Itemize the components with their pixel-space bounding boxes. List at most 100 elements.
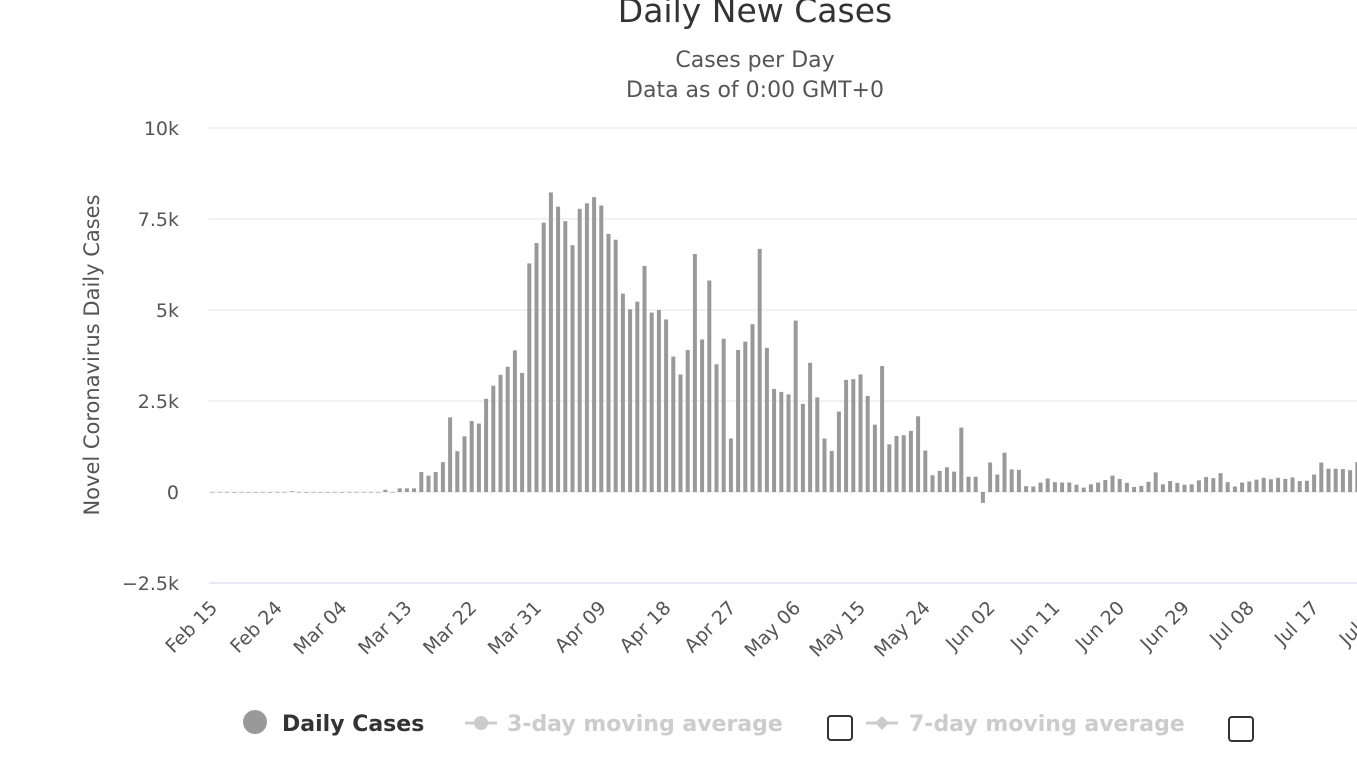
bar[interactable] <box>808 362 813 492</box>
bar[interactable] <box>606 233 611 493</box>
bar[interactable] <box>1247 481 1252 492</box>
bar[interactable] <box>1081 487 1086 492</box>
bar[interactable] <box>887 444 892 492</box>
bar[interactable] <box>239 492 244 493</box>
bar[interactable] <box>1240 482 1245 492</box>
legend-item-daily-cases[interactable]: Daily Cases <box>243 710 424 737</box>
bar[interactable] <box>959 427 964 492</box>
bar[interactable] <box>390 492 395 493</box>
bar[interactable] <box>397 488 402 492</box>
bar[interactable] <box>901 435 906 492</box>
bar[interactable] <box>412 488 417 492</box>
bar[interactable] <box>1261 477 1266 492</box>
bar[interactable] <box>520 372 525 492</box>
bar[interactable] <box>505 366 510 492</box>
bar[interactable] <box>404 488 409 492</box>
bar[interactable] <box>923 450 928 493</box>
bar[interactable] <box>325 492 330 493</box>
bar[interactable] <box>448 417 453 492</box>
legend-item-7-day-moving-average[interactable]: 7-day moving average <box>866 712 1185 737</box>
bar[interactable] <box>707 280 712 492</box>
bar[interactable] <box>512 350 517 492</box>
bar[interactable] <box>685 350 690 492</box>
bar[interactable] <box>1175 482 1180 492</box>
bar[interactable] <box>368 492 373 493</box>
bar[interactable] <box>664 319 669 492</box>
bar[interactable] <box>289 491 294 492</box>
bar[interactable] <box>721 338 726 492</box>
bar[interactable] <box>764 347 769 492</box>
bar[interactable] <box>304 492 309 493</box>
bar[interactable] <box>1031 486 1036 492</box>
bar[interactable] <box>275 492 280 493</box>
bar[interactable] <box>1045 478 1050 492</box>
bar[interactable] <box>311 492 316 493</box>
bar[interactable] <box>1297 481 1302 492</box>
bar[interactable] <box>1074 484 1079 492</box>
bar[interactable] <box>426 475 431 492</box>
bar[interactable] <box>1096 482 1101 492</box>
bar[interactable] <box>995 474 1000 492</box>
bar[interactable] <box>599 205 604 492</box>
bar[interactable] <box>966 476 971 492</box>
bar[interactable] <box>1225 482 1230 492</box>
bar[interactable] <box>354 492 359 493</box>
bar[interactable] <box>1103 479 1108 492</box>
bar[interactable] <box>772 388 777 492</box>
bar[interactable] <box>786 394 791 492</box>
bar[interactable] <box>1204 477 1209 492</box>
bar[interactable] <box>880 366 885 492</box>
bar[interactable] <box>1319 462 1324 492</box>
bar[interactable] <box>952 471 957 492</box>
bar[interactable] <box>1139 485 1144 492</box>
bar[interactable] <box>793 320 798 492</box>
bar[interactable] <box>1218 473 1223 492</box>
bar[interactable] <box>1124 482 1129 492</box>
bar[interactable] <box>1024 486 1029 492</box>
bar[interactable] <box>570 245 575 492</box>
bar[interactable] <box>296 492 301 493</box>
bar[interactable] <box>1189 484 1194 492</box>
bar[interactable] <box>217 492 222 493</box>
bar[interactable] <box>714 364 719 492</box>
bar[interactable] <box>376 492 381 493</box>
bar[interactable] <box>1016 469 1021 492</box>
bar[interactable] <box>1355 462 1357 492</box>
bar[interactable] <box>1268 479 1273 492</box>
bar[interactable] <box>743 341 748 492</box>
bar[interactable] <box>1312 474 1317 492</box>
bar[interactable] <box>1153 472 1158 492</box>
bar[interactable] <box>937 470 942 492</box>
bar[interactable] <box>1232 486 1237 492</box>
bar[interactable] <box>1348 470 1353 492</box>
bar[interactable] <box>1038 482 1043 492</box>
bar[interactable] <box>736 350 741 492</box>
bar[interactable] <box>1110 475 1115 492</box>
bar[interactable] <box>476 423 481 492</box>
bar[interactable] <box>224 492 229 493</box>
bar[interactable] <box>844 379 849 492</box>
bar[interactable] <box>541 222 546 492</box>
bar[interactable] <box>563 221 568 492</box>
bar[interactable] <box>383 489 388 492</box>
bar[interactable] <box>916 416 921 492</box>
bar[interactable] <box>347 492 352 493</box>
bar[interactable] <box>779 391 784 492</box>
bar[interactable] <box>822 438 827 492</box>
bar[interactable] <box>210 492 215 493</box>
bar[interactable] <box>944 467 949 492</box>
bar[interactable] <box>872 424 877 492</box>
bar[interactable] <box>1060 482 1065 492</box>
bar[interactable] <box>1333 468 1338 492</box>
bar[interactable] <box>246 492 251 493</box>
bar[interactable] <box>930 475 935 492</box>
bar[interactable] <box>656 310 661 492</box>
bar[interactable] <box>757 248 762 492</box>
bar[interactable] <box>253 492 258 493</box>
bar[interactable] <box>613 239 618 492</box>
bar[interactable] <box>700 339 705 492</box>
bar[interactable] <box>628 309 633 492</box>
bar[interactable] <box>1052 482 1057 492</box>
bar[interactable] <box>491 385 496 492</box>
toggle-7day-checkbox[interactable] <box>1228 716 1254 742</box>
